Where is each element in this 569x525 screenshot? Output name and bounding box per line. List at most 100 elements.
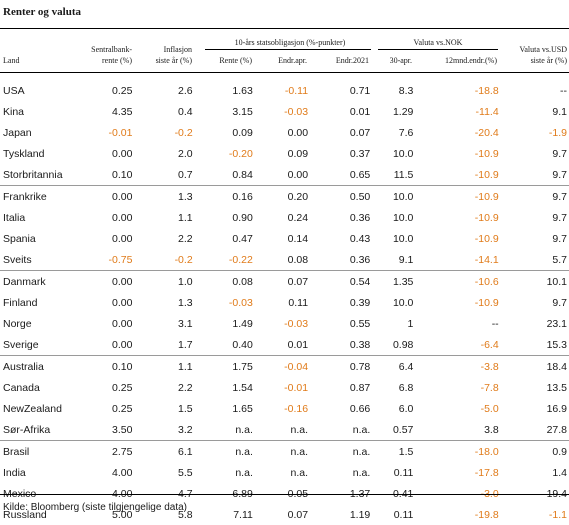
cell-sentralbank: 0.00 bbox=[78, 185, 133, 207]
table-row: Danmark 0.00 1.0 0.08 0.07 0.54 1.35 -10.6 10.1 bbox=[0, 270, 569, 292]
table-row: Brasil 2.75 6.1 n.a. n.a. n.a. 1.5 -18.0 0.9 bbox=[0, 440, 569, 462]
cell-sentralbank: 0.00 bbox=[112, 317, 133, 330]
cell-valuta-12mnd: -11.4 bbox=[475, 105, 499, 118]
header-rente: Rente (%) bbox=[219, 56, 252, 65]
cell-valuta-usd: -1.1 bbox=[548, 508, 567, 521]
cell-endr-apr: 0.24 bbox=[287, 211, 309, 224]
cell-valuta-12mnd: -18.0 bbox=[413, 440, 499, 462]
cell-valuta-12mnd: -14.1 bbox=[474, 253, 499, 266]
cell-inflasjon: 1.1 bbox=[132, 355, 193, 377]
cell-endr-apr: 0.07 bbox=[252, 270, 309, 292]
cell-inflasjon: 4.7 bbox=[178, 487, 193, 500]
cell-endr-2021: 0.65 bbox=[349, 168, 371, 181]
cell-country: Italia bbox=[3, 211, 26, 224]
cell-endr-2021: 0.66 bbox=[349, 402, 371, 415]
cell-valuta-12mnd: -10.9 bbox=[474, 232, 499, 245]
cell-country: Finland bbox=[3, 296, 38, 309]
table-row: Canada 0.25 2.2 1.54 -0.01 0.87 6.8 -7.8 13.5 bbox=[0, 377, 569, 398]
cell-valuta-30-apr: 1 bbox=[407, 317, 414, 330]
cell-sentralbank: 0.25 bbox=[112, 84, 133, 97]
cell-country: USA bbox=[3, 84, 25, 97]
cell-valuta-usd: 1.4 bbox=[552, 466, 567, 479]
cell-rente: 1.54 bbox=[232, 381, 253, 394]
cell-endr-2021: 0.55 bbox=[349, 317, 371, 330]
cell-sentralbank: 0.00 bbox=[112, 338, 133, 351]
table-title: Renter og valuta bbox=[3, 6, 82, 18]
cell-sentralbank: 0.25 bbox=[112, 402, 133, 415]
cell-valuta-12mnd: -10.9 bbox=[413, 185, 499, 207]
cell-inflasjon: 1.3 bbox=[178, 296, 193, 309]
cell-valuta-usd: 9.7 bbox=[552, 168, 567, 181]
cell-inflasjon: 5.8 bbox=[178, 508, 193, 521]
cell-sentralbank: 4.35 bbox=[112, 105, 133, 118]
cell-endr-apr: -0.11 bbox=[284, 84, 309, 97]
header-30-apr: 30-apr. bbox=[389, 56, 412, 65]
cell-valuta-usd: 5.7 bbox=[552, 253, 567, 266]
cell-rente: 1.75 bbox=[192, 355, 253, 377]
cell-valuta-12mnd: -7.8 bbox=[480, 381, 499, 394]
table-row: Australia 0.10 1.1 1.75 -0.04 0.78 6.4 -3.8 18.4 bbox=[0, 355, 569, 377]
cell-valuta-30-apr: 0.41 bbox=[392, 487, 414, 500]
cell-inflasjon: 1.7 bbox=[178, 338, 193, 351]
header-group-10y-rule bbox=[205, 49, 371, 50]
cell-valuta-30-apr: 10.0 bbox=[392, 211, 414, 224]
cell-endr-2021: n.a. bbox=[308, 440, 371, 462]
cell-valuta-usd: 9.7 bbox=[552, 232, 567, 245]
source-note: Kilde: Bloomberg (siste tilgjengelige da… bbox=[3, 502, 187, 513]
cell-valuta-usd: 9.7 bbox=[552, 147, 567, 160]
cell-endr-2021: 0.71 bbox=[349, 84, 371, 97]
cell-sentralbank: 0.00 bbox=[78, 270, 133, 292]
cell-inflasjon: 2.0 bbox=[178, 147, 193, 160]
cell-country: Canada bbox=[3, 381, 40, 394]
cell-sentralbank: -0.75 bbox=[108, 253, 133, 266]
cell-valuta-30-apr: 0.57 bbox=[392, 423, 414, 436]
cell-valuta-usd: 16.9 bbox=[546, 402, 567, 415]
cell-valuta-30-apr: 10.0 bbox=[392, 147, 414, 160]
cell-endr-2021: 0.07 bbox=[349, 126, 371, 139]
header-sentralbank: Sentralbank- rente (%) bbox=[91, 45, 132, 65]
cell-valuta-usd: 9.7 bbox=[498, 185, 569, 207]
cell-inflasjon: 1.3 bbox=[132, 185, 193, 207]
table-row: Mexico 4.00 4.7 6.89 0.05 1.37 0.41 -3.0 19.4 bbox=[0, 483, 569, 504]
cell-valuta-30-apr: 8.3 bbox=[398, 84, 414, 97]
cell-valuta-30-apr: 9.1 bbox=[398, 253, 414, 266]
cell-rente: n.a. bbox=[192, 440, 253, 462]
cell-rente: 0.16 bbox=[192, 185, 253, 207]
cell-inflasjon: 2.2 bbox=[178, 232, 193, 245]
table-row: Frankrike 0.00 1.3 0.16 0.20 0.50 10.0 -10.9 9.7 bbox=[0, 185, 569, 207]
cell-rente: -0.22 bbox=[228, 253, 253, 266]
cell-endr-apr: 0.00 bbox=[287, 168, 309, 181]
cell-country: Sør-Afrika bbox=[3, 423, 51, 436]
table-row: Spania 0.00 2.2 0.47 0.14 0.43 10.0 -10.9 9.7 bbox=[0, 228, 569, 249]
cell-country: Australia bbox=[0, 355, 79, 377]
table-row: Russland 5.00 5.8 7.11 0.07 1.19 0.11 -19.8 -1.1 bbox=[0, 504, 569, 525]
table-row: NewZealand 0.25 1.5 1.65 -0.16 0.66 6.0 -5.0 16.… bbox=[0, 398, 569, 419]
cell-valuta-30-apr: 11.5 bbox=[393, 168, 414, 181]
cell-inflasjon: 0.7 bbox=[178, 168, 193, 181]
cell-endr-apr: -0.03 bbox=[284, 317, 309, 330]
cell-sentralbank: 0.10 bbox=[78, 355, 133, 377]
cell-valuta-12mnd: -10.9 bbox=[474, 168, 499, 181]
header-group-10y: 10-års statsobligasjon (%-punkter) bbox=[234, 38, 346, 47]
cell-valuta-12mnd: -- bbox=[491, 317, 499, 330]
cell-endr-2021: 0.37 bbox=[349, 147, 371, 160]
cell-endr-apr: n.a. bbox=[290, 423, 309, 436]
table-row: Sverige 0.00 1.7 0.40 0.01 0.38 0.98 -6.4 15.3 bbox=[0, 334, 569, 356]
cell-endr-2021: 0.36 bbox=[349, 253, 371, 266]
cell-valuta-usd: 10.1 bbox=[498, 270, 569, 292]
cell-endr-2021: 1.19 bbox=[349, 508, 371, 521]
cell-endr-apr: 0.20 bbox=[252, 185, 309, 207]
cell-inflasjon: 3.2 bbox=[178, 423, 193, 436]
cell-sentralbank: 0.00 bbox=[112, 211, 133, 224]
cell-country: Brasil bbox=[0, 440, 79, 462]
cell-valuta-usd: -1.9 bbox=[548, 126, 567, 139]
table-row: Finland 0.00 1.3 -0.03 0.11 0.39 10.0 -10.9 9.7 bbox=[0, 292, 569, 313]
cell-sentralbank: 0.00 bbox=[112, 296, 133, 309]
cell-valuta-30-apr: 7.6 bbox=[398, 126, 414, 139]
cell-valuta-usd: 18.4 bbox=[498, 355, 569, 377]
cell-inflasjon: 5.5 bbox=[178, 466, 193, 479]
cell-country: Frankrike bbox=[0, 185, 79, 207]
cell-country: Storbritannia bbox=[3, 168, 63, 181]
table-row: Storbritannia 0.10 0.7 0.84 0.00 0.65 11.5 -10.… bbox=[0, 164, 569, 186]
header-land: Land bbox=[3, 56, 20, 65]
